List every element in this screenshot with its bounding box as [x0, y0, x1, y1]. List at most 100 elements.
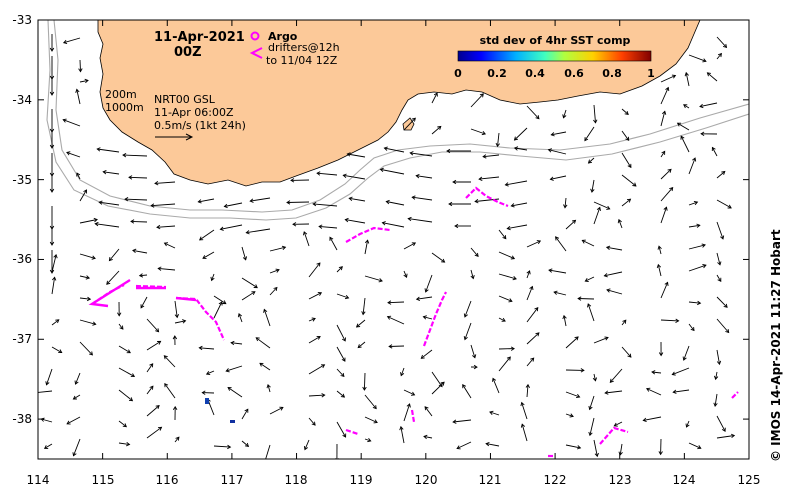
current-vector: [106, 270, 120, 285]
current-vector: [521, 402, 528, 420]
vector-arrowhead-icon: [126, 349, 131, 354]
vector-arrowhead-icon: [672, 389, 677, 394]
vector-arrowhead-icon: [479, 93, 484, 98]
vector-arrowhead-icon: [603, 273, 608, 278]
current-vector: [686, 420, 690, 428]
time-title: 00Z: [174, 45, 202, 60]
vector-arrowhead-icon: [175, 436, 180, 441]
drifter-track: [599, 426, 629, 445]
vector-arrowhead-icon: [550, 132, 555, 137]
current-vector: [79, 253, 96, 259]
vector-arrowhead-icon: [210, 276, 215, 282]
vector-arrowhead-icon: [472, 354, 477, 359]
current-vector: [651, 371, 662, 374]
current-vector: [621, 174, 637, 187]
vector-arrowhead-icon: [122, 153, 127, 158]
vector-arrowhead-icon: [163, 355, 168, 360]
current-vector: [587, 303, 595, 322]
vector-arrowhead-icon: [357, 344, 362, 349]
vector-arrowhead-icon: [572, 219, 577, 224]
current-vector: [79, 59, 81, 72]
vector-arrowhead-icon: [627, 163, 632, 169]
current-vector: [146, 341, 161, 351]
current-vector: [564, 197, 567, 208]
current-vector: [238, 313, 243, 323]
current-vector: [688, 442, 701, 449]
vector-arrowhead-icon: [92, 321, 97, 326]
vector-arrowhead-icon: [530, 357, 535, 362]
current-vector: [362, 297, 366, 315]
vector-arrowhead-icon: [526, 270, 531, 275]
current-vector: [267, 384, 271, 393]
vector-arrowhead-icon: [128, 175, 133, 180]
current-vector: [565, 444, 581, 449]
current-vector: [226, 365, 243, 372]
vector-arrowhead-icon: [606, 205, 611, 210]
vector-arrowhead-icon: [535, 332, 540, 337]
vector-arrowhead-icon: [470, 274, 475, 280]
drifter-marker-icon: [249, 47, 263, 59]
vector-arrowhead-icon: [106, 280, 111, 285]
vector-arrowhead-icon: [86, 296, 92, 302]
current-vector: [550, 175, 567, 180]
vector-arrowhead-icon: [385, 199, 390, 205]
drifter-tracks: [88, 186, 739, 458]
vector-arrowhead-icon: [72, 452, 77, 457]
vector-arrowhead-icon: [244, 408, 249, 413]
current-vector: [660, 207, 667, 224]
vector-arrowhead-icon: [230, 340, 235, 346]
vector-arrowhead-icon: [62, 39, 68, 45]
vector-arrowhead-icon: [317, 291, 323, 296]
current-vector: [505, 180, 528, 186]
vector-arrowhead-icon: [646, 387, 651, 392]
current-vector: [357, 341, 366, 348]
vector-arrowhead-icon: [534, 307, 539, 312]
current-vector: [660, 168, 672, 180]
current-vector: [688, 264, 707, 272]
current-vector: [400, 367, 405, 376]
current-vector: [707, 72, 718, 82]
vector-arrowhead-icon: [338, 266, 343, 271]
vector-arrowhead-icon: [34, 391, 37, 395]
vector-arrowhead-icon: [513, 136, 519, 141]
current-vector: [146, 385, 154, 395]
current-vector: [688, 301, 701, 304]
vector-arrowhead-icon: [321, 364, 326, 369]
current-vector: [118, 367, 135, 377]
x-tick-label: 120: [415, 473, 438, 487]
vector-arrowhead-icon: [562, 114, 567, 119]
current-vector: [387, 316, 405, 325]
vector-arrowhead-icon: [683, 104, 688, 109]
current-vector: [286, 201, 310, 203]
current-vector: [716, 349, 720, 365]
vector-arrowhead-icon: [198, 345, 203, 351]
vector-arrowhead-icon: [157, 266, 162, 271]
current-vector: [79, 219, 98, 224]
vector-arrowhead-icon: [478, 176, 483, 182]
vector-arrowhead-icon: [452, 179, 457, 185]
current-vector: [382, 222, 405, 228]
vector-arrowhead-icon: [94, 221, 99, 227]
vector-arrowhead-icon: [66, 420, 71, 425]
vector-arrowhead-icon: [84, 78, 89, 84]
vector-arrowhead-icon: [346, 152, 351, 157]
current-vector: [660, 75, 676, 83]
vector-arrowhead-icon: [340, 372, 345, 378]
current-vector: [66, 416, 81, 425]
vector-arrowhead-icon: [303, 446, 308, 451]
vector-arrowhead-icon: [157, 340, 162, 345]
vector-arrowhead-icon: [661, 150, 666, 155]
current-vector: [715, 371, 718, 380]
current-vector: [521, 424, 528, 442]
sst-patch: [205, 398, 209, 404]
isobath-200-label: 200m: [105, 88, 137, 101]
current-vector: [51, 346, 62, 353]
vector-arrowhead-icon: [292, 222, 297, 227]
vector-arrowhead-icon: [536, 240, 542, 245]
vector-arrowhead-icon: [302, 231, 308, 236]
current-vector: [118, 345, 131, 354]
vector-arrowhead-icon: [669, 186, 674, 192]
vector-arrowhead-icon: [495, 142, 500, 148]
current-vector: [585, 276, 595, 282]
current-vector: [269, 269, 280, 274]
